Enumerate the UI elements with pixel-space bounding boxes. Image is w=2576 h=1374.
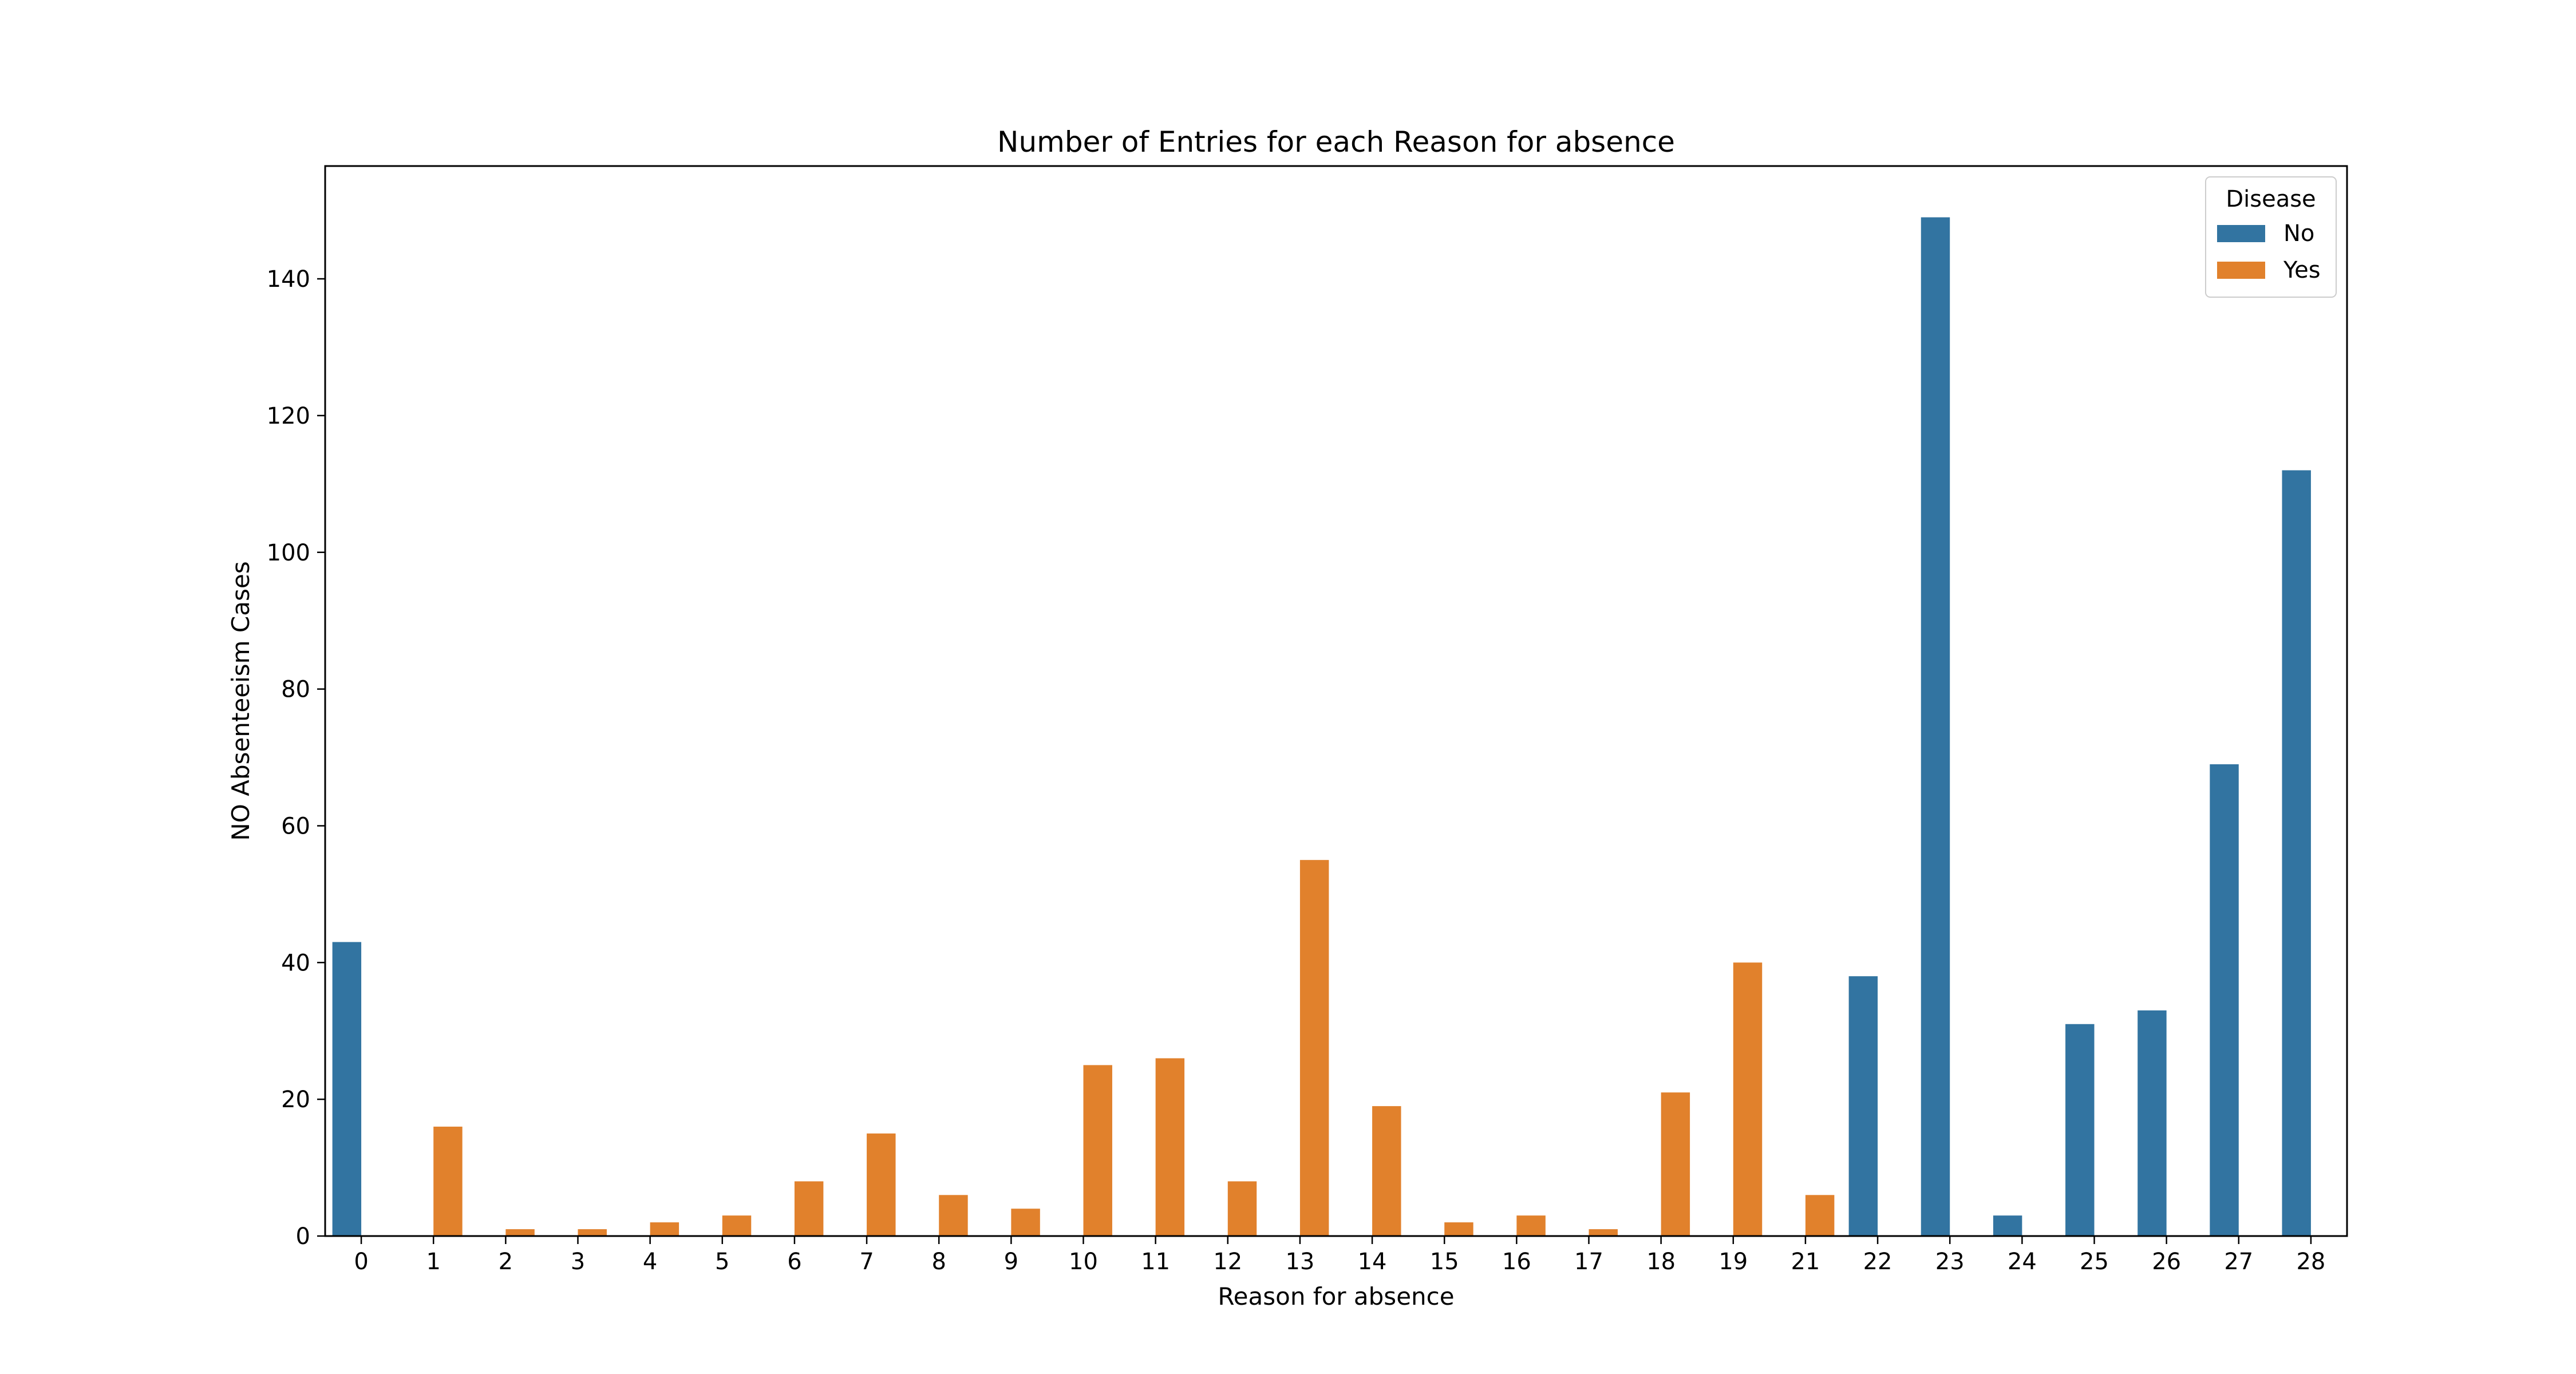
x-tick-label: 21 [1791, 1249, 1820, 1275]
y-tick-label: 0 [296, 1223, 310, 1250]
bar-yes-11 [1155, 1058, 1185, 1236]
x-tick-label: 18 [1646, 1249, 1676, 1275]
bar-no-0 [332, 942, 362, 1236]
y-tick-label: 60 [281, 813, 310, 839]
x-tick-label: 24 [2008, 1249, 2037, 1275]
x-tick-label: 11 [1141, 1249, 1170, 1275]
bar-yes-10 [1083, 1065, 1112, 1236]
bar-no-23 [1921, 217, 1950, 1236]
x-tick-label: 17 [1574, 1249, 1603, 1275]
legend-label-no: No [2283, 220, 2314, 247]
x-tick-label: 13 [1285, 1249, 1314, 1275]
x-tick-label: 12 [1213, 1249, 1242, 1275]
y-tick-label: 140 [267, 266, 310, 293]
bar-yes-12 [1227, 1181, 1257, 1236]
x-tick-label: 27 [2224, 1249, 2253, 1275]
x-tick-label: 22 [1863, 1249, 1893, 1275]
bar-yes-1 [433, 1126, 463, 1236]
bar-yes-18 [1661, 1092, 1690, 1236]
chart-title: Number of Entries for each Reason for ab… [997, 125, 1675, 159]
y-tick-label: 100 [267, 540, 310, 566]
y-axis: 0 20 40 60 80 100 120 140 [267, 266, 325, 1250]
x-tick-label: 8 [931, 1249, 946, 1275]
y-tick-label: 120 [267, 403, 310, 429]
bar-yes-16 [1516, 1215, 1546, 1236]
legend-title: Disease [2226, 186, 2316, 212]
bar-no-27 [2210, 764, 2239, 1236]
bar-no-28 [2282, 470, 2311, 1236]
bar-yes-13 [1299, 860, 1329, 1236]
bar-yes-7 [867, 1133, 896, 1236]
bar-yes-8 [939, 1195, 968, 1236]
x-tick-label: 15 [1430, 1249, 1459, 1275]
legend: Disease No Yes [2205, 176, 2337, 298]
bars-layer [332, 217, 2311, 1236]
bar-yes-14 [1372, 1106, 1401, 1236]
x-axis-label: Reason for absence [1218, 1282, 1454, 1310]
x-tick-label: 10 [1069, 1249, 1098, 1275]
y-axis-label: NO Absenteeism Cases [227, 561, 255, 840]
bar-yes-3 [578, 1229, 607, 1236]
y-tick-label: 20 [281, 1087, 310, 1113]
legend-swatch-yes [2217, 262, 2265, 279]
x-tick-label: 2 [499, 1249, 513, 1275]
x-tick-label: 0 [354, 1249, 368, 1275]
x-tick-label: 7 [859, 1249, 874, 1275]
x-tick-label: 26 [2152, 1249, 2181, 1275]
x-tick-label: 3 [571, 1249, 585, 1275]
legend-swatch-no [2217, 225, 2265, 242]
x-tick-label: 1 [426, 1249, 440, 1275]
bar-yes-15 [1444, 1222, 1473, 1236]
x-tick-label: 9 [1004, 1249, 1018, 1275]
x-tick-label: 28 [2296, 1249, 2325, 1275]
legend-label-yes: Yes [2283, 257, 2321, 283]
plot-frame [324, 165, 2348, 1237]
bar-yes-17 [1589, 1229, 1618, 1236]
y-tick-label: 40 [281, 950, 310, 976]
bar-no-24 [1993, 1215, 2022, 1236]
bar-no-26 [2138, 1010, 2167, 1236]
bar-yes-19 [1733, 962, 1763, 1236]
x-tick-label: 19 [1718, 1249, 1748, 1275]
x-tick-label: 6 [787, 1249, 801, 1275]
bar-yes-9 [1011, 1209, 1040, 1236]
bar-yes-6 [794, 1181, 824, 1236]
x-tick-label: 14 [1358, 1249, 1387, 1275]
x-tick-label: 4 [643, 1249, 657, 1275]
x-tick-label: 25 [2080, 1249, 2109, 1275]
bar-no-22 [1848, 976, 1878, 1236]
bar-yes-21 [1805, 1195, 1835, 1236]
bar-yes-5 [722, 1215, 752, 1236]
x-tick-label: 16 [1502, 1249, 1531, 1275]
y-tick-label: 80 [281, 677, 310, 703]
x-tick-label: 23 [1935, 1249, 1965, 1275]
bar-no-25 [2065, 1024, 2095, 1236]
bar-yes-2 [505, 1229, 535, 1236]
bar-yes-4 [650, 1222, 679, 1236]
x-axis: 0 1 2 3 4 5 6 7 8 9 10 11 12 13 14 15 16 17 18 19 21 22 23 24 25… [354, 1236, 2325, 1275]
x-tick-label: 5 [715, 1249, 729, 1275]
